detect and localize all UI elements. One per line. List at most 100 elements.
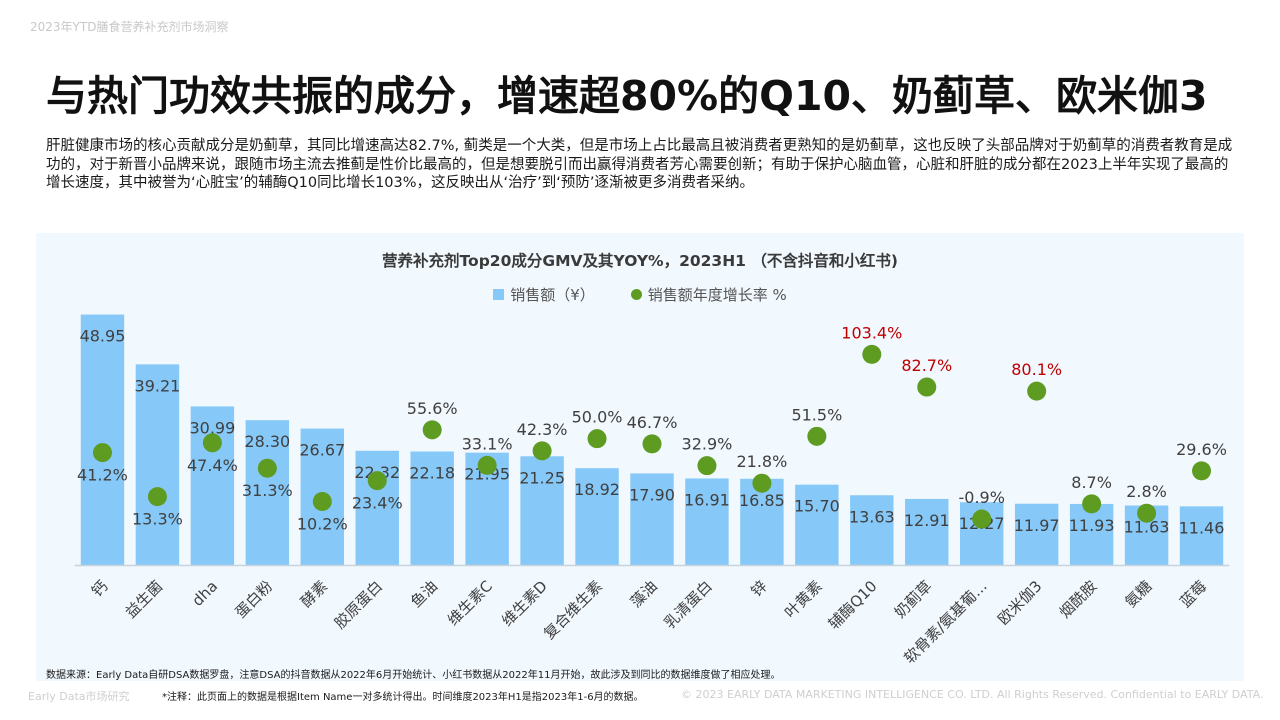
- bar-value-label: 17.90: [629, 485, 675, 504]
- legend-label-yoy: 销售额年度增长率 %: [647, 286, 787, 304]
- bar-value-label: 16.85: [739, 491, 785, 510]
- bar-2: [190, 406, 235, 565]
- bar-value-label: 11.63: [1124, 517, 1170, 536]
- legend-item-yoy: 销售额年度增长率 %: [630, 284, 787, 305]
- footer-copyright: © 2023 EARLY DATA MARKETING INTELLIGENCE…: [681, 688, 1264, 701]
- yoy-value-label: 41.2%: [77, 466, 128, 485]
- yoy-value-label: 82.7%: [901, 356, 952, 375]
- yoy-value-label: 32.9%: [682, 435, 733, 454]
- category-label: dha: [189, 577, 222, 610]
- yoy-dot-12: [752, 473, 772, 493]
- yoy-dot-8: [532, 441, 552, 461]
- legend-label-sales: 销售额（¥）: [510, 286, 595, 304]
- page-description: 肝脏健康市场的核心贡献成分是奶蓟草，其同比增速高达82.7%, 蓟类是一个大类，…: [46, 138, 1233, 191]
- bar-6: [410, 451, 454, 565]
- bar-12: [740, 478, 784, 565]
- bar-value-label: 28.30: [244, 432, 290, 451]
- category-label: 欧米伽3: [994, 577, 1045, 628]
- yoy-value-label: 33.1%: [462, 434, 513, 453]
- footer-brand: Early Data市场研究: [28, 690, 130, 703]
- bar-13: [795, 484, 839, 565]
- bar-value-label: 30.99: [189, 418, 235, 437]
- category-label: 氨糖: [1121, 577, 1155, 611]
- category-label: 维生素C: [444, 577, 496, 629]
- category-label: 益生菌: [122, 577, 167, 622]
- bar-9: [575, 468, 619, 565]
- yoy-dot-17: [1027, 381, 1047, 401]
- yoy-dot-19: [1137, 503, 1157, 523]
- yoy-value-label: 13.3%: [132, 510, 183, 529]
- yoy-dot-1: [147, 487, 167, 507]
- yoy-dot-4: [312, 492, 332, 512]
- yoy-value-label: 51.5%: [791, 405, 842, 424]
- chart-title: 营养补充剂Top20成分GMV及其YOY%，2023H1 （不含抖音和小红书): [382, 252, 898, 270]
- bar-value-label: 12.91: [904, 511, 950, 530]
- category-label: 奶蓟草: [891, 577, 936, 622]
- chart-panel: [36, 233, 1244, 681]
- bar-20: [1179, 506, 1224, 565]
- yoy-dot-9: [587, 429, 607, 449]
- bar-3: [245, 420, 290, 565]
- category-label: 乳清蛋白: [661, 577, 716, 632]
- yoy-dot-10: [642, 434, 662, 454]
- bar-value-label: 11.93: [1069, 516, 1115, 535]
- bar-value-label: 11.97: [1014, 516, 1060, 535]
- yoy-value-label: 103.4%: [841, 323, 902, 342]
- yoy-dot-11: [697, 456, 717, 476]
- yoy-value-label: 80.1%: [1011, 360, 1062, 379]
- yoy-value-label: 2.8%: [1126, 482, 1167, 501]
- bar-14: [850, 495, 894, 565]
- bar-value-label: 13.63: [849, 507, 895, 526]
- category-label: 酵素: [297, 577, 331, 611]
- yoy-dot-6: [422, 420, 442, 440]
- yoy-dot-15: [917, 377, 937, 397]
- yoy-value-label: 46.7%: [627, 413, 678, 432]
- bar-value-label: 39.21: [135, 376, 181, 395]
- category-label: 胶原蛋白: [331, 577, 386, 632]
- chart-legend: 销售额（¥） 销售额年度增长率 %: [0, 284, 1280, 305]
- yoy-dot-16: [972, 509, 992, 529]
- yoy-value-label: 42.3%: [517, 420, 568, 439]
- legend-dot-swatch: [630, 289, 642, 300]
- yoy-value-label: 29.6%: [1176, 440, 1227, 459]
- yoy-dot-0: [92, 443, 112, 463]
- bar-10: [630, 473, 674, 565]
- category-label: 复合维生素: [540, 577, 606, 643]
- bar-15: [905, 498, 949, 565]
- bar-17: [1014, 503, 1059, 565]
- bar-value-label: 11.46: [1179, 518, 1225, 537]
- yoy-dot-3: [257, 458, 277, 478]
- yoy-value-label: 23.4%: [352, 494, 403, 513]
- category-label: 鱼油: [407, 577, 441, 611]
- legend-bar-swatch: [493, 289, 505, 300]
- yoy-value-label: 50.0%: [572, 408, 623, 427]
- category-label: 锌: [747, 577, 770, 600]
- category-label: 蓝莓: [1176, 577, 1210, 611]
- bar-8: [520, 456, 564, 565]
- yoy-dot-7: [477, 455, 497, 475]
- footer-note: *注释：此页面上的数据是根据Item Name一对多统计得出。时间维度2023年…: [162, 692, 644, 703]
- category-label: 藻油: [627, 577, 661, 611]
- yoy-value-label: 47.4%: [187, 456, 238, 475]
- yoy-dot-20: [1192, 461, 1212, 481]
- category-label: 维生素D: [498, 577, 551, 630]
- category-label: 辅酶Q10: [825, 577, 881, 633]
- bar-value-label: 21.25: [519, 468, 565, 487]
- bar-value-label: 16.91: [684, 490, 730, 509]
- yoy-value-label: 55.6%: [407, 399, 458, 418]
- yoy-value-label: 8.7%: [1071, 473, 1112, 492]
- category-label: 钙: [88, 577, 111, 600]
- data-source-note: 数据来源：Early Data自研DSA数据罗盘，注意DSA的抖音数据从2022…: [46, 670, 781, 681]
- yoy-value-label: -0.9%: [959, 488, 1005, 507]
- bar-18: [1069, 503, 1114, 565]
- bar-value-label: 18.92: [574, 480, 620, 499]
- category-label: 烟酰胺: [1056, 577, 1101, 622]
- yoy-dot-5: [367, 471, 387, 491]
- bar-value-label: 15.70: [794, 497, 840, 516]
- yoy-value-label: 21.8%: [736, 452, 787, 471]
- bar-value-label: 22.18: [409, 464, 455, 483]
- bar-5: [355, 450, 399, 565]
- yoy-dot-13: [807, 426, 827, 446]
- yoy-dot-18: [1082, 494, 1102, 514]
